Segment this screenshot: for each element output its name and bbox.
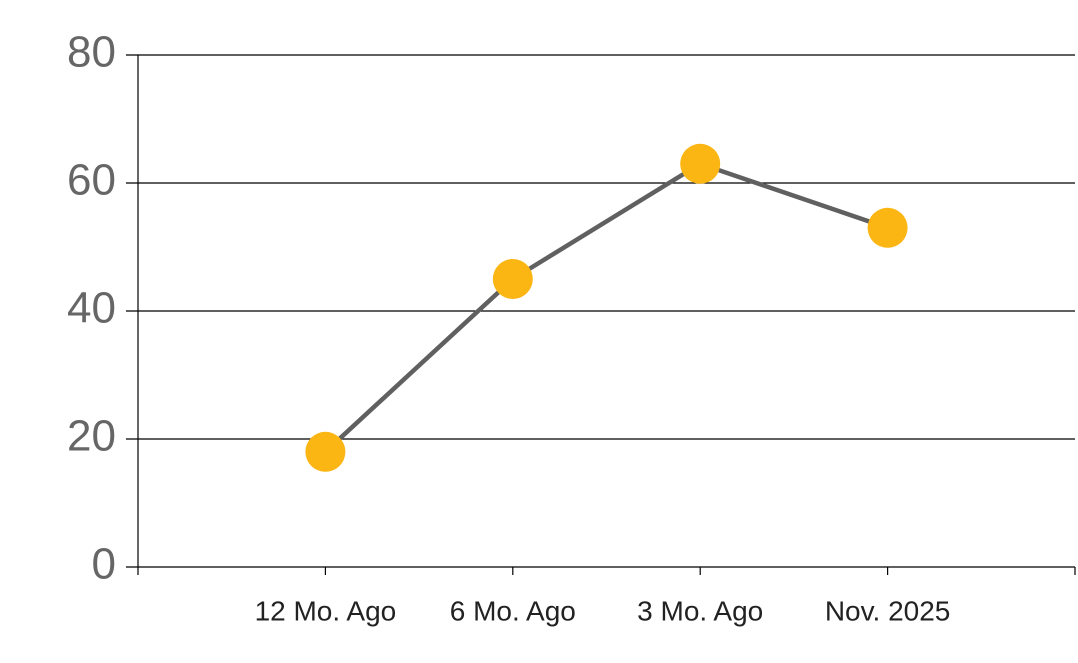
marker (867, 207, 908, 248)
x-tick-label: 6 Mo. Ago (450, 595, 576, 626)
marker (680, 143, 721, 184)
y-tick-label: 40 (67, 284, 116, 333)
y-tick-label: 80 (67, 28, 116, 77)
y-tick-label: 20 (67, 412, 116, 461)
marker (305, 431, 346, 472)
x-tick-label: 12 Mo. Ago (255, 595, 397, 626)
y-tick-label: 60 (67, 156, 116, 205)
x-tick-label: 3 Mo. Ago (637, 595, 763, 626)
y-tick-label: 0 (92, 540, 116, 589)
x-tick-label: Nov. 2025 (825, 595, 951, 626)
line (323, 161, 889, 454)
marker (492, 259, 533, 299)
